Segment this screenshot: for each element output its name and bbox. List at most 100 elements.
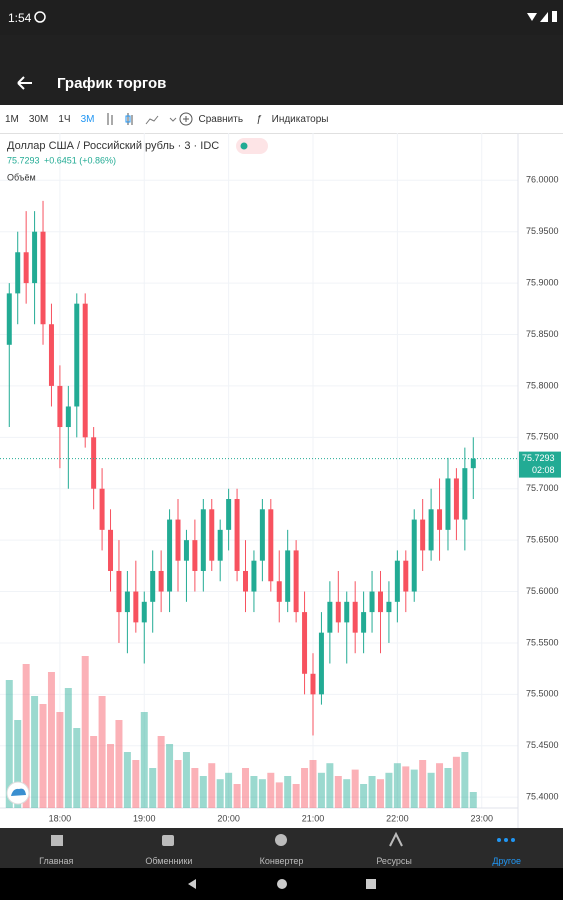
x-tick-label: 20:00	[217, 813, 240, 823]
y-tick-label: 75.6500	[526, 535, 559, 545]
volume-bar	[132, 760, 140, 808]
volume-bar	[73, 728, 81, 808]
volume-bar	[258, 779, 266, 808]
candle-body	[192, 540, 198, 571]
header-change: +0.6451 (+0.86%)	[44, 155, 116, 165]
candle-body	[74, 303, 80, 407]
candle-body	[32, 231, 38, 284]
x-tick-label: 23:00	[470, 813, 493, 823]
volume-bar	[22, 664, 30, 808]
candle-body	[141, 601, 147, 623]
y-tick-label: 75.6000	[526, 586, 559, 596]
nav-item[interactable]: Ресурсы	[376, 856, 412, 866]
volume-title: Объём	[7, 172, 36, 182]
volume-bar	[14, 720, 22, 808]
volume-bar	[140, 712, 148, 808]
volume-bar	[39, 704, 47, 808]
candle-body	[243, 570, 249, 592]
y-tick-label: 75.8500	[526, 329, 559, 339]
candle-body	[420, 519, 426, 551]
candle-body	[259, 509, 265, 561]
candle-body	[48, 324, 54, 386]
volume-bar	[368, 776, 376, 808]
candle-body	[116, 570, 122, 613]
y-tick-label: 75.4500	[526, 740, 559, 750]
volume-bar	[385, 772, 393, 808]
interval[interactable]: 30М	[28, 113, 49, 125]
chart: 76.0000 75.9500 75.9000 75.8500 75.8000 75.75…	[0, 133, 561, 828]
volume-bar	[166, 744, 174, 808]
countdown: 02:08	[532, 465, 555, 475]
volume-bar	[174, 760, 182, 808]
volume-bar	[326, 763, 334, 808]
candle-body	[91, 437, 97, 489]
volume-bar	[191, 768, 199, 808]
volume-bar	[90, 736, 98, 808]
candle-body	[276, 581, 282, 602]
interval[interactable]: 1Ч	[58, 113, 71, 125]
candle-body	[394, 560, 400, 602]
interval[interactable]: 1М	[5, 113, 19, 125]
volume-bar	[419, 760, 427, 808]
candle-body	[453, 478, 459, 520]
candle-body	[65, 406, 71, 428]
volume-bar	[301, 768, 309, 808]
volume-bar	[267, 772, 275, 808]
status-dot	[240, 142, 248, 150]
volume-bar	[452, 756, 460, 808]
volume-bar	[360, 784, 368, 808]
chart-type-icons[interactable]	[100, 109, 178, 129]
candle-body	[335, 601, 341, 623]
x-tick-label: 19:00	[133, 813, 156, 823]
x-tick-label: 18:00	[49, 813, 72, 823]
y-tick-label: 75.9500	[526, 226, 559, 236]
candle-body	[150, 570, 156, 602]
y-tick-label: 75.7500	[526, 432, 559, 442]
volume-bar	[47, 672, 55, 808]
compare-icon[interactable]	[178, 111, 194, 127]
candle-body	[108, 529, 114, 571]
y-tick-label: 76.0000	[526, 175, 559, 185]
bottom-nav: Главная Обменники Конвертер Ресурсы Друг…	[0, 828, 563, 868]
candle-body	[82, 303, 88, 438]
app-bar: График торгов	[0, 35, 563, 105]
x-tick-label: 21:00	[302, 813, 325, 823]
candle-body	[251, 560, 257, 592]
nav-item[interactable]: Главная	[39, 856, 74, 866]
candle-body	[183, 540, 189, 561]
x-tick-label: 22:00	[386, 813, 409, 823]
nav-item[interactable]: Обменники	[145, 856, 193, 866]
volume-bar	[376, 779, 384, 808]
candle-body	[445, 478, 451, 530]
y-tick-label: 75.8000	[526, 380, 559, 390]
candle-body	[462, 468, 468, 520]
volume-bar	[233, 784, 241, 808]
candle-body	[167, 519, 173, 592]
volume-bar	[469, 792, 477, 808]
candle-body	[344, 601, 350, 623]
volume-bar	[275, 782, 283, 808]
screen-title: График торгов	[57, 75, 167, 92]
y-tick-label: 75.7000	[526, 483, 559, 493]
candle-body	[23, 252, 29, 284]
candle-body	[369, 591, 375, 613]
interval-active[interactable]: 3М	[80, 113, 95, 125]
status-bar: 1:54	[0, 0, 563, 35]
indicators-button[interactable]: Индикаторы	[271, 113, 329, 125]
candle-body	[310, 673, 316, 695]
logo-icon	[11, 788, 26, 796]
volume-bar	[199, 776, 207, 808]
nav-item-active[interactable]: Другое	[492, 856, 521, 866]
candle-body	[175, 519, 181, 561]
compare-button[interactable]: Сравнить	[198, 113, 244, 125]
back-button[interactable]	[8, 35, 48, 105]
volume-bar	[56, 712, 64, 808]
volume-bar	[410, 769, 418, 808]
volume-bar	[5, 680, 13, 808]
header-price: 75.7293	[7, 155, 40, 165]
candle-body	[302, 612, 308, 674]
volume-bar	[64, 688, 72, 808]
nav-item[interactable]: Конвертер	[259, 856, 304, 866]
volume-bar	[98, 696, 106, 808]
